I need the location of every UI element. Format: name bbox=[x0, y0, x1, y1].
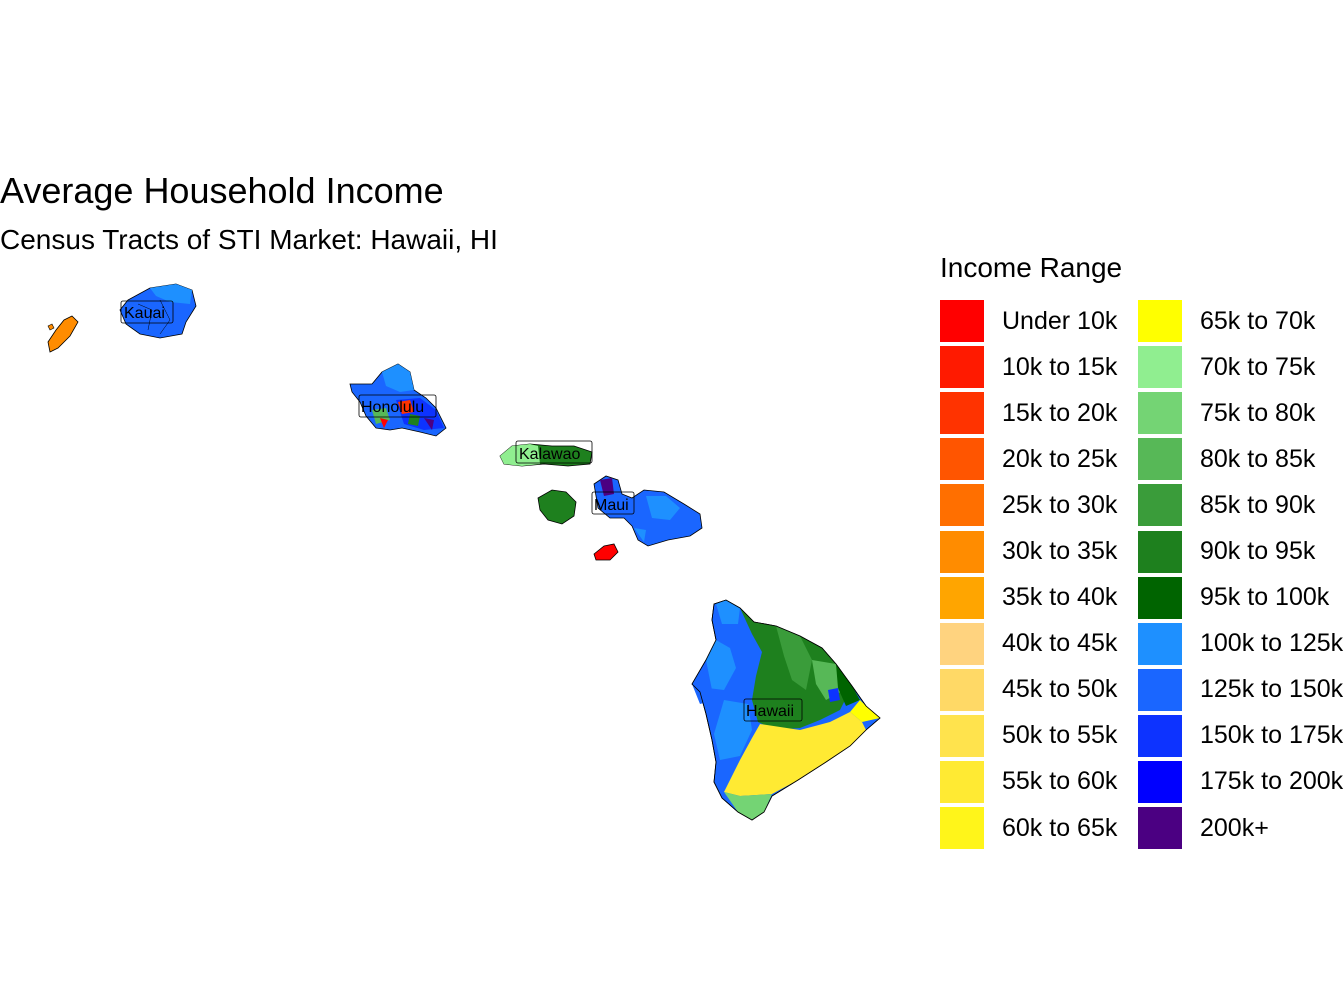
legend-swatch bbox=[940, 622, 984, 665]
island-kahoolawe bbox=[593, 543, 619, 561]
legend-label: 80k to 85k bbox=[1200, 444, 1316, 473]
legend-entry: 15k to 20k bbox=[940, 390, 1138, 436]
legend-entry: 85k to 90k bbox=[1138, 482, 1336, 528]
island-oahu: Honolulu bbox=[349, 363, 447, 437]
legend-swatch bbox=[1138, 760, 1182, 803]
legend-label: 40k to 45k bbox=[1002, 629, 1118, 658]
legend-label: 35k to 40k bbox=[1002, 583, 1118, 612]
legend-entry: 60k to 65k bbox=[940, 805, 1138, 851]
island-molokai: Kalawao bbox=[499, 440, 593, 467]
legend-label: 15k to 20k bbox=[1002, 398, 1118, 427]
legend-swatch bbox=[940, 576, 984, 619]
income-legend: Income Range Under 10k 10k to 15k 15k to 2… bbox=[940, 252, 1343, 851]
legend-swatch bbox=[1138, 438, 1182, 481]
legend-swatch bbox=[1138, 300, 1182, 343]
legend-title: Income Range bbox=[940, 252, 1123, 283]
place-label-honolulu: Honolulu bbox=[361, 399, 424, 416]
legend-label: 95k to 100k bbox=[1200, 583, 1330, 612]
legend-label: 75k to 80k bbox=[1200, 398, 1316, 427]
island-kauai: Kauai bbox=[119, 283, 197, 339]
legend-label: 65k to 70k bbox=[1200, 306, 1316, 335]
legend-label: 10k to 15k bbox=[1002, 352, 1118, 381]
map-title: Average Household Income bbox=[0, 170, 444, 211]
legend-grid: Under 10k 10k to 15k 15k to 20k 20k to 25k 2… bbox=[940, 298, 1343, 851]
legend-entry: 40k to 45k bbox=[940, 621, 1138, 667]
legend-swatch bbox=[1138, 576, 1182, 619]
legend-swatch bbox=[940, 346, 984, 389]
map-subtitle: Census Tracts of STI Market: Hawaii, HI bbox=[0, 224, 498, 255]
island-lanai bbox=[537, 489, 577, 525]
legend-entry: 75k to 80k bbox=[1138, 390, 1336, 436]
legend-entry: 35k to 40k bbox=[940, 575, 1138, 621]
legend-label: 150k to 175k bbox=[1200, 721, 1344, 750]
legend-swatch bbox=[1138, 622, 1182, 665]
legend-entry: 175k to 200k bbox=[1138, 759, 1343, 805]
legend-entry: 70k to 75k bbox=[1138, 344, 1336, 390]
legend-swatch bbox=[1138, 346, 1182, 389]
legend-entry: 55k to 60k bbox=[940, 759, 1138, 805]
legend-label: 30k to 35k bbox=[1002, 537, 1118, 566]
island-niihau bbox=[47, 315, 79, 353]
legend-swatch bbox=[940, 807, 984, 850]
legend-entry: 10k to 15k bbox=[940, 344, 1138, 390]
legend-swatch bbox=[940, 668, 984, 711]
legend-swatch bbox=[940, 484, 984, 527]
legend-entry: 80k to 85k bbox=[1138, 436, 1336, 482]
legend-label: 125k to 150k bbox=[1200, 675, 1344, 704]
legend-label: 200k+ bbox=[1200, 813, 1269, 842]
legend-entry: 20k to 25k bbox=[940, 436, 1138, 482]
legend-label: 45k to 50k bbox=[1002, 675, 1118, 704]
place-label-maui: Maui bbox=[594, 497, 629, 514]
legend-column: Under 10k 10k to 15k 15k to 20k 20k to 25k 2… bbox=[940, 298, 1138, 851]
legend-entry: 200k+ bbox=[1138, 805, 1336, 851]
legend-entry: 125k to 150k bbox=[1138, 667, 1343, 713]
legend-entry: 25k to 30k bbox=[940, 482, 1138, 528]
legend-entry: 30k to 35k bbox=[940, 528, 1138, 574]
legend-entry: Under 10k bbox=[940, 298, 1138, 344]
legend-swatch bbox=[1138, 484, 1182, 527]
place-label-hawaii: Hawaii bbox=[746, 703, 794, 720]
island-hawaii: Hawaii bbox=[691, 599, 881, 821]
hawaii-income-map: Kauai Honolulu Kalawao Maui bbox=[47, 283, 881, 821]
legend-swatch bbox=[940, 300, 984, 343]
legend-entry: 150k to 175k bbox=[1138, 713, 1343, 759]
legend-entry: 100k to 125k bbox=[1138, 621, 1343, 667]
legend-label: Under 10k bbox=[1002, 306, 1118, 335]
legend-swatch bbox=[1138, 392, 1182, 435]
legend-label: 100k to 125k bbox=[1200, 629, 1344, 658]
legend-entry: 90k to 95k bbox=[1138, 528, 1336, 574]
legend-swatch bbox=[1138, 714, 1182, 757]
legend-label: 55k to 60k bbox=[1002, 767, 1118, 796]
legend-label: 60k to 65k bbox=[1002, 813, 1118, 842]
legend-swatch bbox=[940, 760, 984, 803]
legend-entry: 65k to 70k bbox=[1138, 298, 1336, 344]
legend-entry: 95k to 100k bbox=[1138, 575, 1336, 621]
place-label-kalawao: Kalawao bbox=[519, 446, 580, 463]
legend-swatch bbox=[1138, 668, 1182, 711]
legend-swatch bbox=[1138, 530, 1182, 573]
legend-swatch bbox=[940, 714, 984, 757]
legend-label: 90k to 95k bbox=[1200, 537, 1316, 566]
legend-label: 25k to 30k bbox=[1002, 490, 1118, 519]
place-label-kauai: Kauai bbox=[124, 305, 165, 322]
legend-swatch bbox=[1138, 807, 1182, 850]
legend-label: 70k to 75k bbox=[1200, 352, 1316, 381]
legend-entry: 50k to 55k bbox=[940, 713, 1138, 759]
legend-column: 65k to 70k 70k to 75k 75k to 80k 80k to 85k… bbox=[1138, 298, 1343, 851]
legend-label: 50k to 55k bbox=[1002, 721, 1118, 750]
legend-entry: 45k to 50k bbox=[940, 667, 1138, 713]
island-maui: Maui bbox=[591, 475, 703, 547]
legend-swatch bbox=[940, 392, 984, 435]
legend-swatch bbox=[940, 438, 984, 481]
legend-label: 20k to 25k bbox=[1002, 444, 1118, 473]
legend-swatch bbox=[940, 530, 984, 573]
legend-label: 85k to 90k bbox=[1200, 490, 1316, 519]
legend-label: 175k to 200k bbox=[1200, 767, 1344, 796]
